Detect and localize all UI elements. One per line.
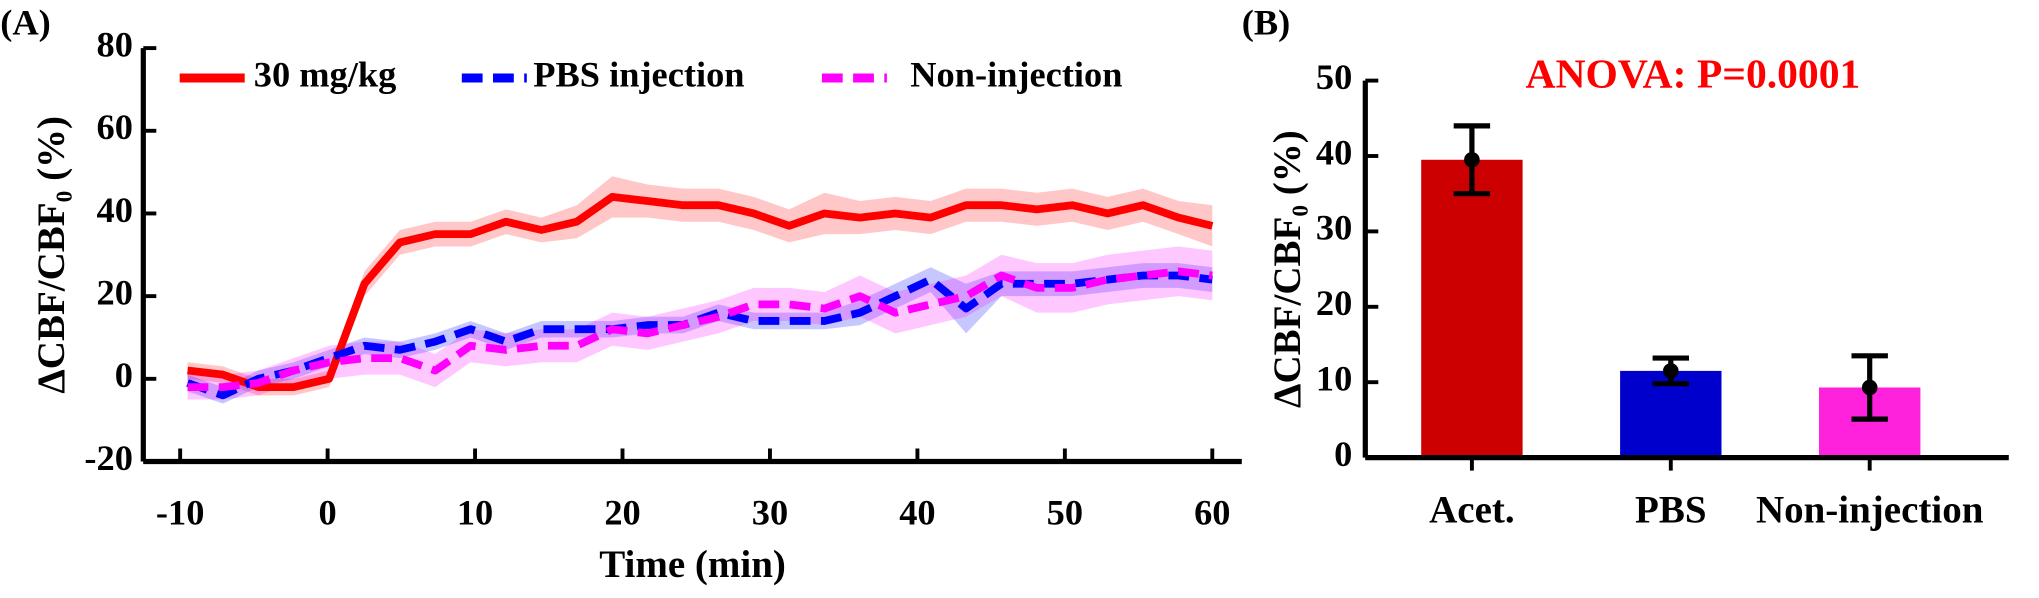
legend-label: PBS injection <box>533 54 744 94</box>
x-tick-label: 30 <box>752 492 788 532</box>
bar <box>1421 159 1523 458</box>
x-tick-label: Non-injection <box>1756 488 1984 531</box>
x-tick-label: PBS <box>1635 488 1707 531</box>
y-tick-label: 20 <box>97 272 133 312</box>
y-axis-label: ΔCBF/CBF₀ (%) <box>1266 130 1309 408</box>
panel-label: (B) <box>1242 2 1290 42</box>
x-tick-label: 60 <box>1194 492 1230 532</box>
y-tick-label: 50 <box>1316 57 1352 97</box>
x-tick-label: 10 <box>457 492 493 532</box>
x-tick-label: 0 <box>319 492 337 532</box>
x-axis-label: Time (min) <box>599 543 786 586</box>
mean-dot <box>1464 151 1480 168</box>
y-tick-label: 40 <box>1316 132 1352 172</box>
y-tick-label: 0 <box>1334 434 1352 474</box>
y-tick-label: -20 <box>84 438 133 478</box>
y-tick-label: 80 <box>97 24 133 64</box>
y-tick-label: 30 <box>1316 208 1352 248</box>
x-tick-label: 20 <box>604 492 640 532</box>
line <box>187 193 1214 391</box>
mean-dot <box>1861 379 1878 396</box>
legend-label: 30 mg/kg <box>254 54 396 94</box>
y-tick-label: 40 <box>97 190 133 230</box>
mean-dot <box>1663 363 1679 379</box>
legend-label: Non-injection <box>910 54 1122 94</box>
y-tick-label: 20 <box>1316 283 1352 323</box>
x-tick-label: Acet. <box>1429 488 1515 531</box>
y-tick-label: 60 <box>97 107 133 147</box>
x-tick-label: 40 <box>899 492 935 532</box>
y-tick-label: 10 <box>1316 359 1352 399</box>
annotation: ANOVA: P=0.0001 <box>1525 51 1860 97</box>
panel-label: (A) <box>0 2 51 42</box>
x-tick-label: 50 <box>1047 492 1083 532</box>
line <box>187 267 1213 391</box>
y-tick-label: 0 <box>115 355 133 395</box>
y-axis-label: ΔCBF/CBF₀ (%) <box>30 116 73 394</box>
x-tick-label: -10 <box>156 492 205 532</box>
